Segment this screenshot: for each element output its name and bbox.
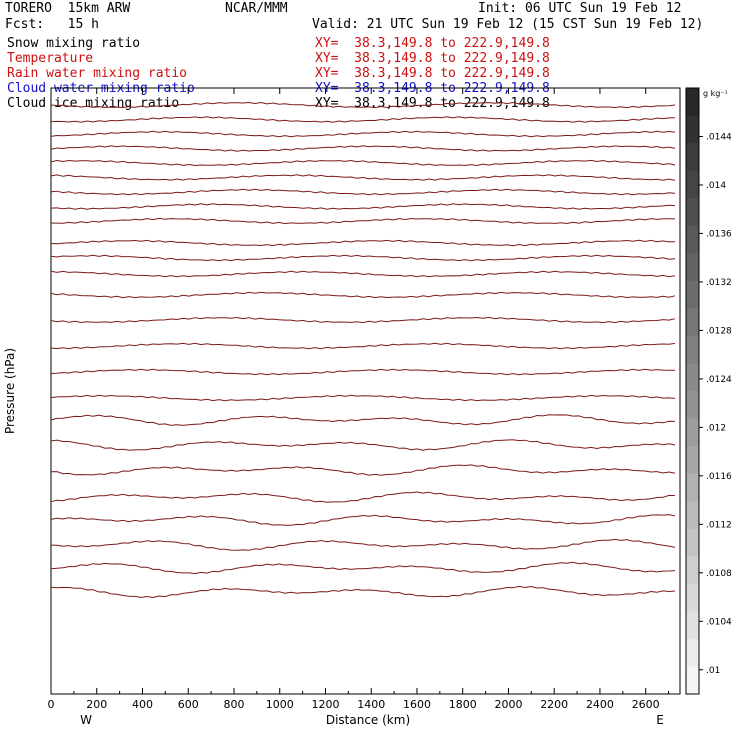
colorbar-tick-label: .0136	[706, 229, 732, 239]
isotherm-line	[50, 439, 676, 451]
colorbar-tick-label: .0116	[706, 472, 732, 482]
east-label: E	[656, 713, 664, 727]
colorbar-band	[686, 280, 699, 309]
colorbar-tick-label: .012	[706, 423, 726, 433]
valid-label: Valid: 21 UTC Sun 19 Feb 12 (15 CST Sun …	[312, 17, 704, 32]
colorbar-tick-label: .0108	[706, 569, 732, 579]
colorbar-band	[686, 611, 699, 640]
colorbar-band	[686, 335, 699, 364]
colorbar-band	[686, 198, 699, 227]
x-tick-label: 2000	[494, 698, 522, 711]
x-tick-label: 1200	[311, 698, 339, 711]
colorbar-tick-label: .0144	[706, 132, 732, 142]
field-name-cloud-ice: Cloud ice mixing ratio	[7, 96, 180, 111]
isotherm-line	[50, 270, 676, 278]
x-tick-label: 1400	[357, 698, 385, 711]
colorbar-tick-label: .014	[706, 181, 726, 191]
isotherm-line	[50, 174, 676, 181]
x-tick-label: 600	[178, 698, 199, 711]
isotherm-line	[50, 561, 676, 575]
colorbar-band	[686, 363, 699, 392]
isotherm-line	[50, 217, 676, 225]
x-tick-label: 0	[48, 698, 55, 711]
colorbar-tick-label: .0132	[706, 278, 732, 288]
colorbar-tick-label: .0112	[706, 520, 732, 530]
isotherm-line	[50, 514, 676, 526]
isotherm-line	[50, 188, 676, 196]
isotherm-line	[50, 159, 676, 167]
colorbar-band	[686, 418, 699, 447]
isotherm-line	[50, 254, 676, 262]
isotherm-line	[50, 203, 676, 210]
x-tick-label: 400	[132, 698, 153, 711]
colorbar-band	[686, 501, 699, 530]
field-xy-rain: XY= 38.3,149.8 to 222.9,149.8	[315, 66, 550, 81]
x-tick-label: 1600	[403, 698, 431, 711]
colorbar-tick-label: .0124	[706, 375, 732, 385]
model-label: TORERO 15km ARW	[5, 1, 131, 16]
field-xy-temperature: XY= 38.3,149.8 to 222.9,149.8	[315, 51, 550, 66]
colorbar-unit: g kg⁻¹	[703, 89, 728, 98]
isotherm-line	[50, 464, 676, 476]
isotherm-line	[50, 585, 676, 599]
colorbar-band	[686, 666, 699, 695]
init-label: Init: 06 UTC Sun 19 Feb 12	[478, 1, 682, 16]
west-label: W	[80, 713, 92, 727]
x-axis-title: Distance (km)	[326, 713, 410, 727]
field-xy-cloud-water: XY= 38.3,149.8 to 222.9,149.8	[315, 81, 550, 96]
plot-frame	[50, 87, 681, 695]
org-label: NCAR/MMM	[225, 1, 288, 16]
x-tick-label: 2200	[540, 698, 568, 711]
colorbar-band	[686, 115, 699, 144]
field-name-snow: Snow mixing ratio	[7, 36, 141, 51]
isotherm-line	[50, 316, 676, 324]
isotherm-line	[50, 491, 676, 503]
x-tick-label: 800	[223, 698, 244, 711]
colorbar-tick-label: .0128	[706, 326, 732, 336]
field-xy-cloud-ice: XY= 38.3,149.8 to 222.9,149.8	[315, 96, 550, 111]
field-name-rain: Rain water mixing ratio	[7, 66, 188, 81]
colorbar-tick-label: .0104	[706, 617, 732, 627]
colorbar-band	[686, 556, 699, 585]
isotherm-line	[50, 368, 676, 376]
colorbar-band	[686, 225, 699, 254]
colorbar-band	[686, 638, 699, 667]
isotherm-line	[50, 239, 676, 247]
isotherm-line	[50, 414, 676, 426]
isotherm-line	[50, 538, 676, 551]
isotherm-line	[50, 342, 676, 350]
isotherm-line	[50, 394, 676, 402]
colorbar-band	[686, 446, 699, 475]
x-tick-label: 1800	[449, 698, 477, 711]
isotherm-line	[50, 291, 676, 299]
y-axis-title: Pressure (hPa)	[3, 348, 17, 434]
x-tick-label: 2600	[632, 698, 660, 711]
colorbar-band	[686, 170, 699, 199]
colorbar-band	[686, 391, 699, 420]
colorbar-band	[686, 308, 699, 337]
isotherm-line	[50, 145, 676, 152]
isotherm-line	[50, 116, 676, 123]
field-name-cloud-water: Cloud water mixing ratio	[7, 81, 195, 96]
x-tick-label: 2400	[586, 698, 614, 711]
colorbar-tick-label: .01	[706, 666, 720, 676]
isotherm-line	[50, 130, 676, 138]
colorbar-band	[686, 583, 699, 612]
field-name-temperature: Temperature	[7, 51, 94, 66]
colorbar-frame	[685, 87, 700, 695]
x-tick-label: 200	[86, 698, 107, 711]
colorbar-band	[686, 143, 699, 172]
colorbar-band	[686, 528, 699, 557]
x-tick-label: 1000	[266, 698, 294, 711]
field-xy-snow: XY= 38.3,149.8 to 222.9,149.8	[315, 36, 550, 51]
colorbar-band	[686, 88, 699, 117]
colorbar-band	[686, 473, 699, 502]
fcst-label: Fcst: 15 h	[5, 17, 99, 32]
colorbar-band	[686, 253, 699, 282]
